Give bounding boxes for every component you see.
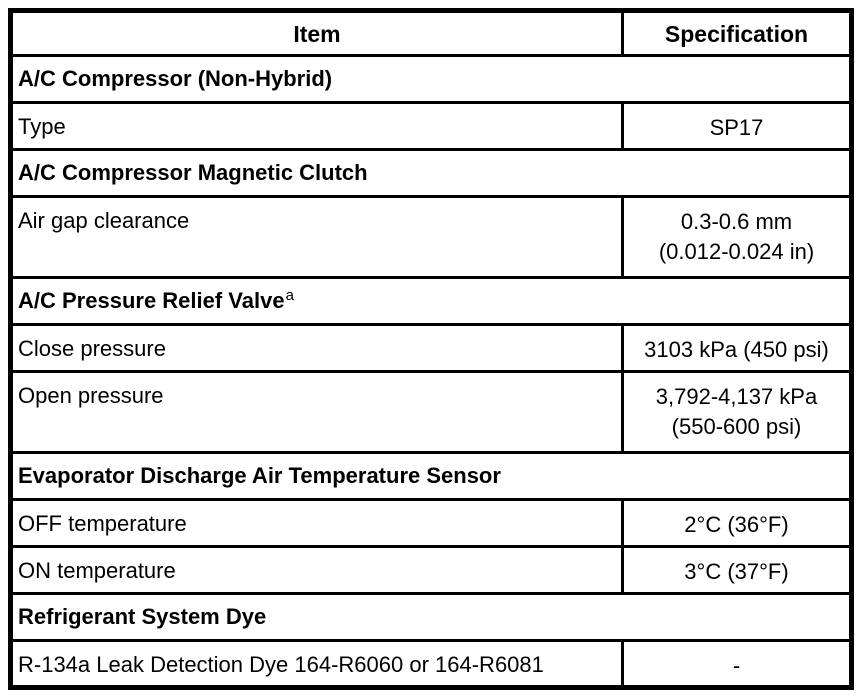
section-title: A/C Compressor (Non-Hybrid) bbox=[18, 66, 333, 91]
item-cell: ON temperature bbox=[9, 545, 624, 595]
section-header-row: A/C Pressure Relief Valvea bbox=[9, 276, 853, 326]
section-header-cell: A/C Pressure Relief Valvea bbox=[9, 276, 853, 326]
specification-table: Item Specification A/C Compressor (Non-H… bbox=[8, 8, 854, 690]
table-row: ON temperature 3°C (37°F) bbox=[9, 545, 853, 595]
footnote-marker: a bbox=[285, 287, 294, 304]
section-header-cell: Evaporator Discharge Air Temperature Sen… bbox=[9, 451, 853, 501]
section-header-cell: A/C Compressor Magnetic Clutch bbox=[9, 148, 853, 198]
section-title: A/C Compressor Magnetic Clutch bbox=[18, 160, 368, 185]
column-header-specification: Specification bbox=[621, 9, 853, 57]
spec-cell: 0.3-0.6 mm (0.012-0.024 in) bbox=[621, 195, 853, 279]
section-header-cell: Refrigerant System Dye bbox=[9, 592, 853, 642]
item-cell: Close pressure bbox=[9, 323, 624, 373]
item-cell: Air gap clearance bbox=[9, 195, 624, 279]
item-cell: Type bbox=[9, 101, 624, 151]
spec-cell: 3,792-4,137 kPa (550-600 psi) bbox=[621, 370, 853, 454]
table-row: Type SP17 bbox=[9, 101, 853, 151]
table-row: Close pressure 3103 kPa (450 psi) bbox=[9, 323, 853, 373]
spec-cell: - bbox=[621, 639, 853, 689]
spec-cell: 2°C (36°F) bbox=[621, 498, 853, 548]
table-row: Air gap clearance 0.3-0.6 mm (0.012-0.024 … bbox=[9, 195, 853, 279]
section-title: Evaporator Discharge Air Temperature Sen… bbox=[18, 463, 501, 488]
section-header-row: A/C Compressor Magnetic Clutch bbox=[9, 148, 853, 198]
section-header-row: A/C Compressor (Non-Hybrid) bbox=[9, 54, 853, 104]
spec-cell: 3103 kPa (450 psi) bbox=[621, 323, 853, 373]
section-header-cell: A/C Compressor (Non-Hybrid) bbox=[9, 54, 853, 104]
table-row: R-134a Leak Detection Dye 164-R6060 or 1… bbox=[9, 639, 853, 689]
section-title: A/C Pressure Relief Valve bbox=[18, 288, 285, 313]
table-body: A/C Compressor (Non-Hybrid) Type SP17 A/C C… bbox=[9, 54, 853, 689]
item-cell: Open pressure bbox=[9, 370, 624, 454]
item-cell: OFF temperature bbox=[9, 498, 624, 548]
section-header-row: Evaporator Discharge Air Temperature Sen… bbox=[9, 451, 853, 501]
section-title: Refrigerant System Dye bbox=[18, 604, 267, 629]
column-header-item: Item bbox=[9, 9, 624, 57]
table-header-row: Item Specification bbox=[9, 9, 853, 57]
spec-cell: SP17 bbox=[621, 101, 853, 151]
table-row: OFF temperature 2°C (36°F) bbox=[9, 498, 853, 548]
spec-cell: 3°C (37°F) bbox=[621, 545, 853, 595]
table-row: Open pressure 3,792-4,137 kPa (550-600 psi… bbox=[9, 370, 853, 454]
item-cell: R-134a Leak Detection Dye 164-R6060 or 1… bbox=[9, 639, 624, 689]
section-header-row: Refrigerant System Dye bbox=[9, 592, 853, 642]
